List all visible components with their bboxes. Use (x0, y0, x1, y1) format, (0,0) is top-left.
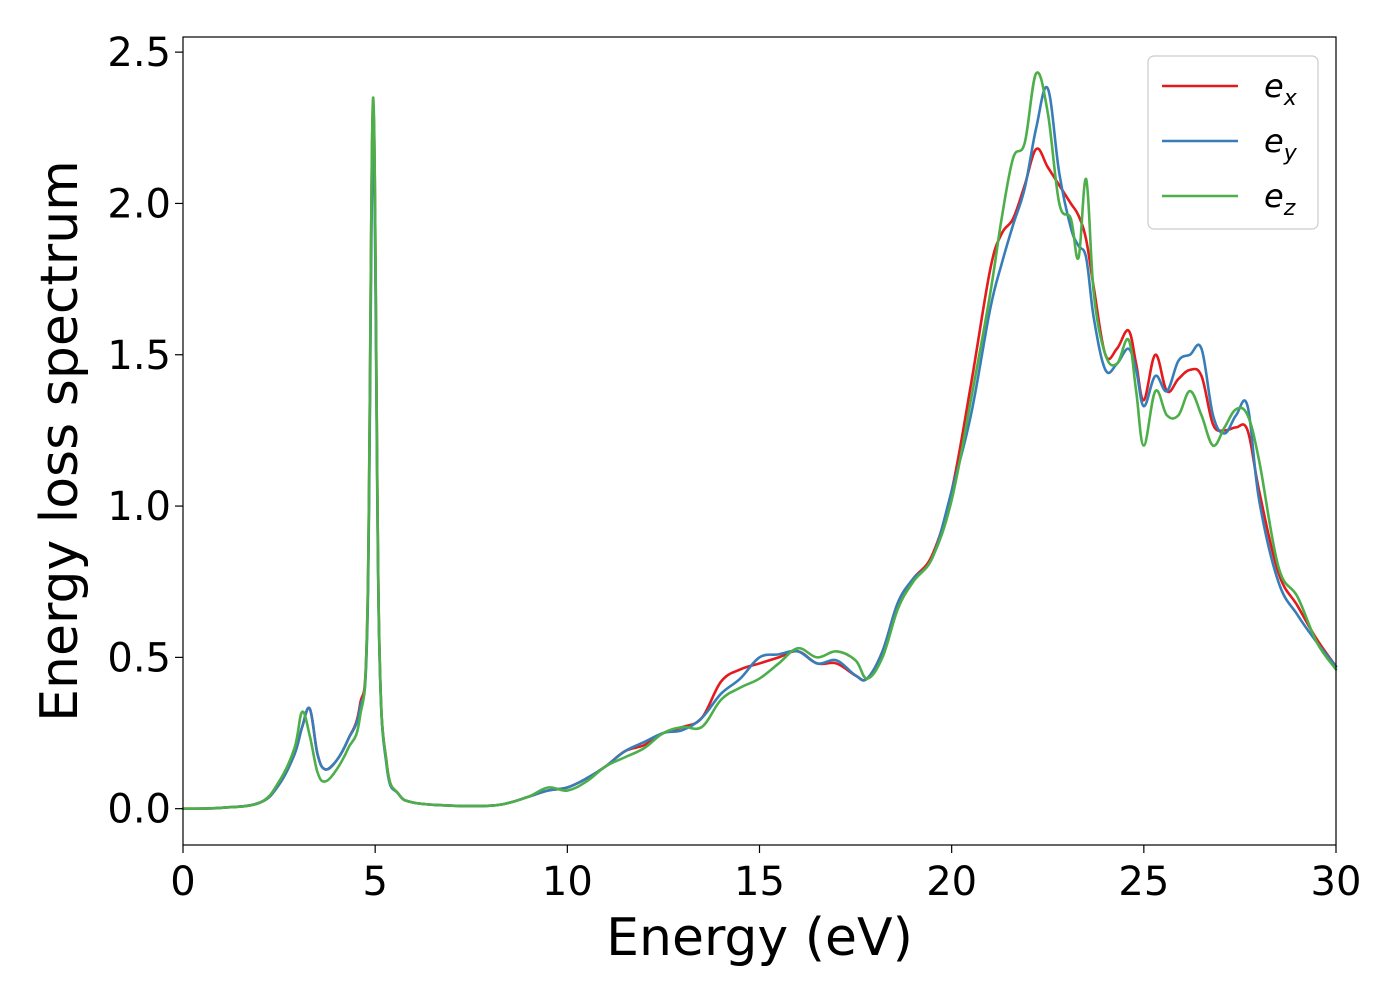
y-tick-label: 0.5 (107, 635, 171, 681)
x-tick-label: 25 (1118, 859, 1169, 905)
y-tick-label: 2.0 (107, 181, 171, 227)
y-tick-label: 0.0 (107, 787, 171, 833)
legend: ex ey ez (1147, 55, 1319, 230)
x-tick-label: 0 (170, 859, 195, 905)
series-line-z (181, 71, 1338, 810)
y-axis-ticks: 0.0 0.5 1.0 1.5 2.0 2.5 (107, 30, 183, 833)
x-axis-label: Energy (eV) (606, 908, 913, 968)
y-tick-label: 1.0 (107, 484, 171, 530)
legend-entries: ex ey ez (1162, 67, 1298, 221)
legend-label-y: ey (1264, 122, 1298, 166)
x-tick-label: 20 (926, 859, 977, 905)
legend-box (1147, 55, 1319, 230)
y-axis-label: Energy loss spectrum (30, 160, 90, 722)
legend-label-x: ex (1264, 67, 1298, 111)
x-tick-label: 15 (734, 859, 785, 905)
legend-label-z: ez (1264, 177, 1296, 221)
series-layer (181, 71, 1338, 810)
x-tick-label: 10 (542, 859, 593, 905)
y-tick-label: 1.5 (107, 333, 171, 379)
plot-area-frame (182, 36, 1337, 846)
x-axis-ticks: 0 5 10 15 20 25 30 (170, 845, 1361, 905)
x-tick-label: 30 (1311, 859, 1362, 905)
y-tick-label: 2.5 (107, 30, 171, 76)
x-tick-label: 5 (362, 859, 387, 905)
